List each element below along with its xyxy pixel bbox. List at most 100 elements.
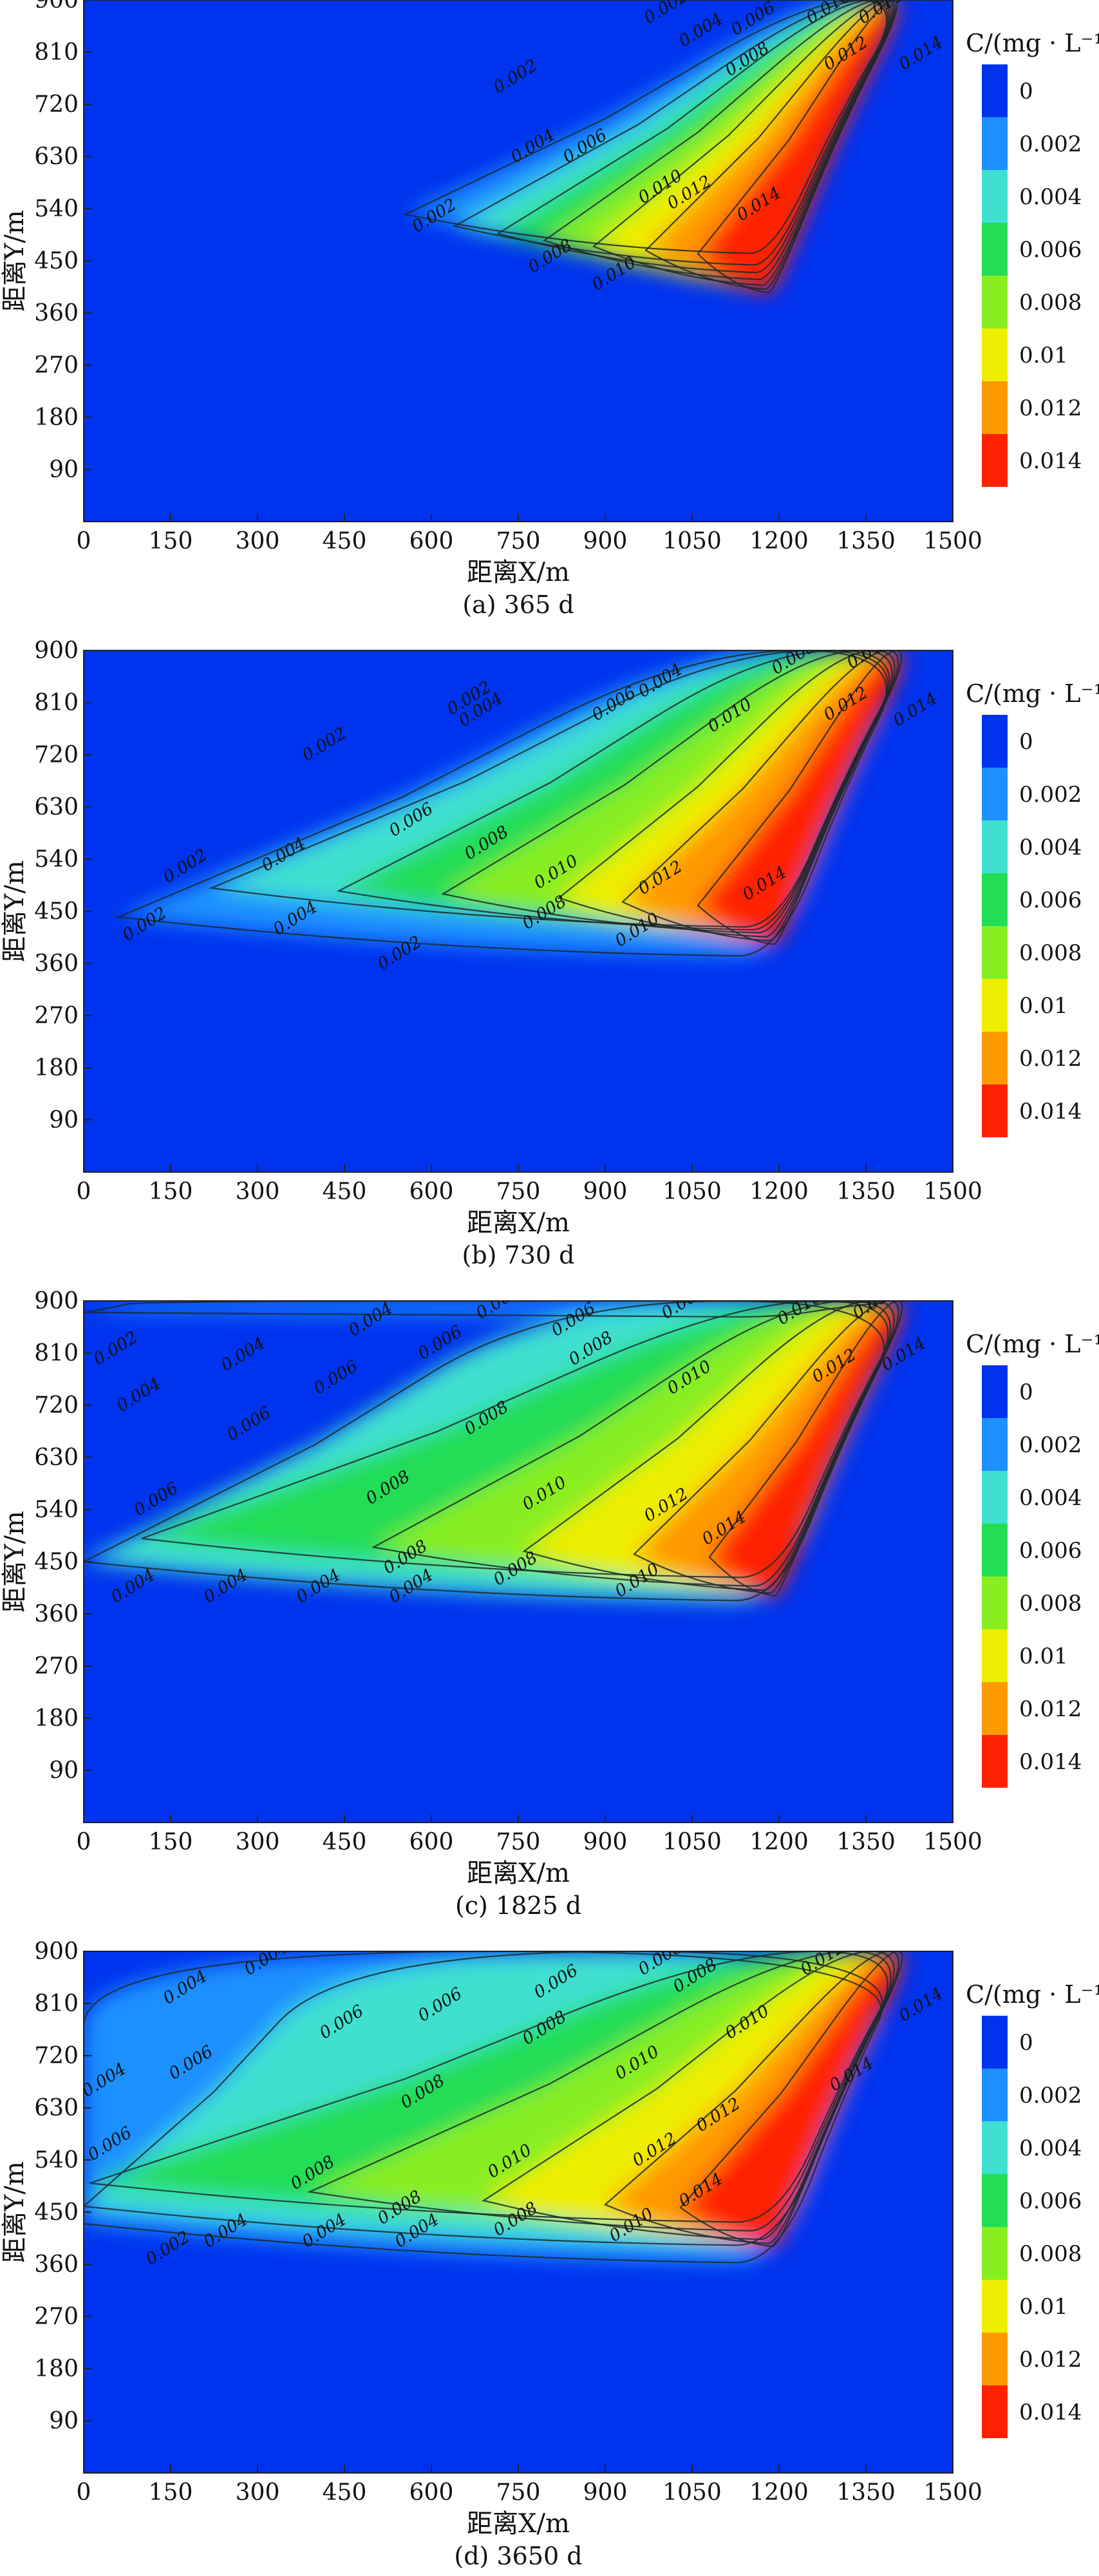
colorbar-level-label: 0.012	[1019, 1696, 1082, 1722]
x-tick-label: 1350	[836, 1179, 896, 1205]
colorbar-swatch-0.008	[982, 2227, 1008, 2280]
contour-0.008	[441, 650, 893, 934]
colorbar-swatch-0.004	[982, 820, 1008, 873]
colorbar-level-label: 0.004	[1019, 835, 1082, 860]
colorbar-swatch-0.012	[982, 2333, 1008, 2385]
contour-0.012	[644, 0, 896, 290]
y-tick-label: 360	[34, 2251, 79, 2278]
y-tick-label: 180	[34, 2356, 79, 2382]
colorbar-level-label: 0.008	[1019, 2241, 1082, 2267]
concentration-field: 0.0020.0020.0020.0020.0020.0040.0040.004…	[115, 650, 941, 974]
contour-0.012	[633, 1301, 899, 1594]
x-axis-label: 距离X/m	[467, 2509, 570, 2539]
y-tick-label: 540	[34, 846, 79, 873]
y-tick-label: 540	[34, 196, 79, 222]
colorbar-swatch-0.01	[982, 979, 1008, 1032]
contour-lines	[115, 650, 903, 957]
colorbar-swatch-0.002	[982, 768, 1008, 820]
y-tick-label: 180	[34, 1055, 79, 1081]
x-tick-label: 450	[323, 1829, 367, 1855]
colorbar-level-label: 0.004	[1019, 1485, 1082, 1511]
y-tick-label: 720	[34, 91, 79, 118]
x-tick-label: 150	[149, 528, 193, 554]
colorbar-level-label: 0.014	[1019, 2400, 1082, 2425]
y-tick-label: 90	[49, 1107, 79, 1133]
colorbar-swatch-0.006	[982, 1524, 1008, 1577]
colorbar-level-label: 0.01	[1019, 343, 1068, 368]
x-tick-label: 1500	[923, 1829, 982, 1855]
y-tick-label: 360	[34, 300, 79, 327]
x-tick-label: 1350	[836, 2479, 896, 2506]
contour-0.006	[496, 0, 890, 274]
colorbar-swatch-0.006	[982, 2174, 1008, 2227]
x-tick-label: 1200	[749, 528, 809, 554]
x-tick-label: 900	[583, 1179, 628, 1205]
y-tick-label: 630	[34, 1444, 79, 1471]
contour-0.014	[697, 0, 898, 294]
colorbar-label: C/(mg · L⁻¹)	[966, 1330, 1099, 1358]
colorbar-swatch-0.008	[982, 276, 1008, 328]
x-tick-label: 300	[236, 2479, 280, 2506]
x-tick-label: 300	[236, 528, 280, 554]
y-tick-label: 540	[34, 1497, 79, 1523]
contour-0.010	[557, 650, 896, 938]
colorbar-level-label: 0.012	[1019, 395, 1082, 421]
x-tick-label: 1200	[749, 1179, 809, 1205]
x-tick-label: 450	[323, 528, 367, 554]
colorbar-level-label: 0.01	[1019, 1643, 1068, 1669]
x-tick-label: 600	[409, 528, 454, 554]
x-axis-label: 距离X/m	[467, 558, 570, 587]
y-tick-label: 810	[34, 1991, 79, 2017]
y-tick-label: 450	[34, 898, 79, 925]
contour-0.004	[208, 650, 888, 928]
y-tick-label: 90	[49, 2408, 79, 2434]
panel-caption: (c) 1825 d	[455, 1891, 581, 1920]
y-tick-label: 270	[34, 2304, 79, 2330]
colorbar-swatch-0.004	[982, 1471, 1008, 1524]
fill-level-0.014	[698, 650, 902, 945]
panel-2: 0.0020.0020.0020.0020.0020.0040.0040.004…	[0, 638, 1099, 1269]
colorbar-swatch-0.014	[982, 2385, 1008, 2438]
colorbar-label: C/(mg · L⁻¹)	[966, 679, 1099, 708]
x-tick-label: 1050	[662, 1829, 722, 1855]
fill-level-0.014	[698, 0, 897, 293]
concentration-fill	[84, 1951, 903, 2263]
y-axis-label: 距离Y/m	[0, 2161, 30, 2263]
y-tick-label: 900	[34, 1288, 79, 1314]
panel-1: 0.0020.0020.0020.0040.0040.0060.0060.008…	[0, 0, 1099, 619]
colorbar-level-label: 0	[1019, 2030, 1033, 2056]
x-tick-label: 150	[149, 2479, 193, 2506]
colorbar-level-label: 0.01	[1019, 2294, 1068, 2320]
y-tick-label: 360	[34, 1601, 79, 1627]
x-tick-label: 1350	[836, 1829, 896, 1855]
contour-lines	[403, 0, 898, 294]
colorbar-swatch-0.01	[982, 1629, 1008, 1682]
colorbar-swatch-0.01	[982, 328, 1008, 381]
y-tick-label: 900	[34, 638, 79, 664]
colorbar-swatch-0	[982, 715, 1008, 768]
y-tick-label: 720	[34, 1392, 79, 1419]
colorbar-label: C/(mg · L⁻¹)	[966, 1980, 1099, 2009]
colorbar-level-label: 0.004	[1019, 2136, 1082, 2161]
y-tick-label: 270	[34, 352, 79, 379]
x-tick-label: 1050	[662, 2479, 722, 2506]
panel-4: 0.002 0.004 0.004 0.0040.0040.0040.0040.006…	[0, 1938, 1099, 2570]
contour-0.006	[141, 1301, 889, 1578]
colorbar-level-label: 0.002	[1019, 131, 1082, 157]
fill-level-0.012	[623, 650, 899, 941]
x-tick-label: 750	[496, 2479, 541, 2506]
x-axis-label: 距离X/m	[467, 1208, 570, 1238]
y-tick-label: 810	[34, 1340, 79, 1367]
y-tick-label: 450	[34, 1549, 79, 1575]
colorbar-level-label: 0.006	[1019, 2188, 1082, 2214]
contour-0.006	[336, 650, 890, 931]
colorbar-swatch-0.006	[982, 873, 1008, 926]
fill-level-0.012	[634, 1301, 899, 1593]
y-tick-label: 270	[34, 1003, 79, 1029]
fill-level-0.012	[605, 1951, 899, 2244]
y-tick-label: 630	[34, 144, 79, 170]
x-tick-label: 1350	[836, 528, 896, 554]
colorbar-swatch-0.012	[982, 1032, 1008, 1084]
